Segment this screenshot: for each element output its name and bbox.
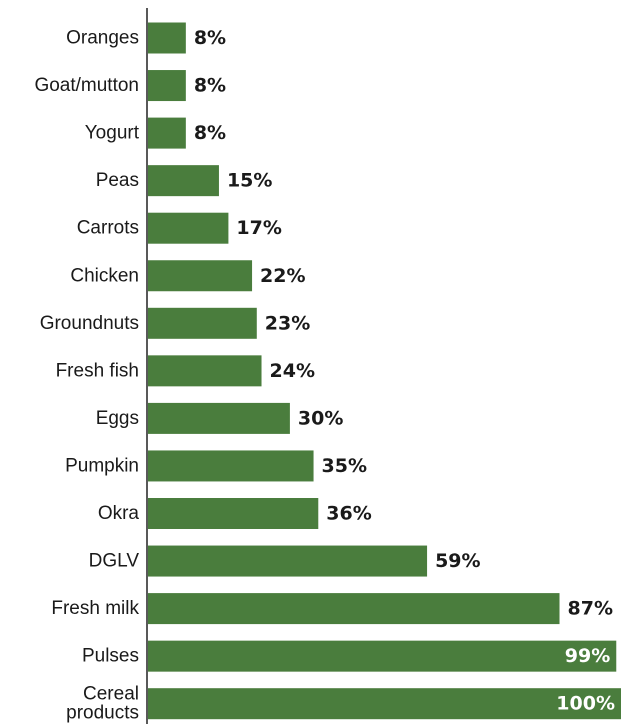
- value-label: 8%: [194, 122, 226, 144]
- category-label: DGLV: [89, 551, 140, 572]
- category-label: Yogurt: [85, 123, 140, 144]
- value-label: 99%: [565, 645, 610, 667]
- bar-3: [148, 165, 219, 197]
- bar-6: [148, 307, 257, 339]
- value-labels-group: 8% 8% 8% 15% 17% 22% 23% 24% 30% 35% 36% 59% 87% 99% 1…: [194, 27, 615, 715]
- bar-11: [148, 545, 428, 577]
- value-label: 22%: [260, 265, 305, 287]
- value-label: 35%: [322, 455, 367, 477]
- bar-9: [148, 450, 314, 482]
- value-label: 59%: [435, 550, 480, 572]
- bar-8: [148, 402, 290, 434]
- category-label: Fresh milk: [51, 598, 139, 619]
- category-label: Eggs: [96, 408, 139, 429]
- bar-10: [148, 498, 319, 529]
- category-label: Okra: [98, 503, 140, 524]
- bar-4: [148, 212, 229, 244]
- category-labels-group: Oranges Goat/mutton Yogurt Peas Carrots Chick…: [34, 28, 139, 724]
- value-label: 17%: [236, 217, 281, 239]
- bar-7: [148, 355, 262, 387]
- category-label: Groundnuts: [40, 313, 139, 334]
- value-label: 30%: [298, 407, 343, 429]
- bar-14: [148, 688, 621, 720]
- category-label: Fresh fish: [56, 360, 139, 381]
- bars-group: [148, 22, 621, 720]
- category-label: Carrots: [77, 218, 139, 239]
- bar-5: [148, 260, 253, 292]
- category-label: Chicken: [70, 265, 139, 286]
- category-label: Peas: [96, 170, 139, 191]
- bar-1: [148, 70, 186, 102]
- bar-0: [148, 22, 186, 54]
- value-label: 8%: [194, 75, 226, 97]
- category-label: Oranges: [66, 28, 139, 49]
- category-label: Pumpkin: [65, 455, 139, 476]
- value-label: 36%: [326, 503, 371, 525]
- value-label: 87%: [568, 598, 613, 620]
- bar-12: [148, 593, 560, 625]
- value-label: 8%: [194, 27, 226, 49]
- bar-13: [148, 640, 617, 672]
- category-label: Pulses: [82, 646, 139, 667]
- value-label: 15%: [227, 170, 272, 192]
- value-label: 100%: [556, 693, 615, 715]
- bar-2: [148, 117, 186, 149]
- value-label: 23%: [265, 312, 310, 334]
- category-label: Cereal products: [66, 684, 139, 724]
- value-label: 24%: [270, 360, 315, 382]
- category-label: Goat/mutton: [34, 75, 139, 96]
